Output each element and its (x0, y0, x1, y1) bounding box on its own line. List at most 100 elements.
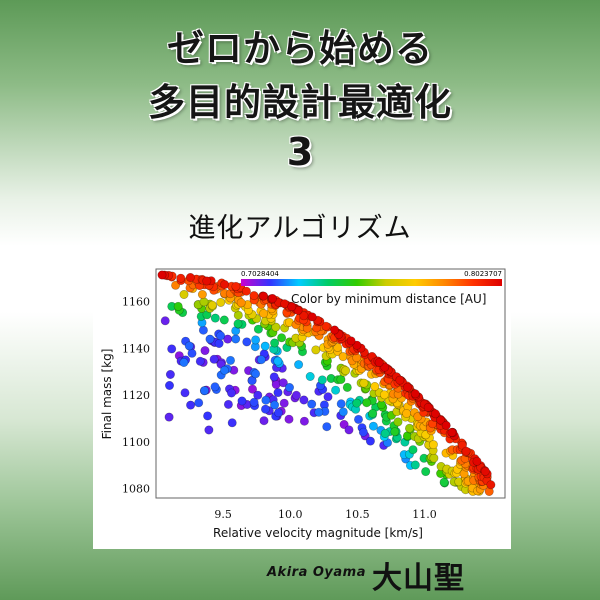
x-axis-label: Relative velocity magnitude [km/s] (213, 526, 423, 540)
data-point (346, 336, 356, 346)
data-point (365, 436, 375, 446)
data-point (273, 356, 283, 366)
data-point (205, 334, 215, 344)
data-point (233, 319, 243, 329)
data-point (395, 375, 405, 385)
data-point (210, 382, 220, 392)
author-name-latin: Akira Oyama (267, 565, 366, 580)
data-point (380, 362, 390, 372)
data-point (195, 356, 205, 366)
data-point (227, 388, 237, 398)
data-point (339, 420, 349, 430)
data-point (249, 397, 259, 407)
data-point (180, 388, 190, 398)
data-point (408, 445, 418, 455)
data-point (352, 340, 362, 350)
data-point (197, 289, 207, 299)
data-point (204, 425, 214, 435)
data-point (233, 310, 243, 320)
y-tick-label: 1140 (122, 342, 150, 355)
data-point (393, 417, 403, 427)
data-point (322, 422, 332, 432)
data-point (461, 446, 471, 456)
data-point (379, 390, 389, 400)
x-tick-label: 10.0 (278, 508, 303, 521)
data-point (259, 416, 269, 426)
volume-number: 3 (286, 130, 314, 174)
data-point (311, 345, 321, 355)
data-point (269, 372, 279, 382)
data-point (305, 372, 315, 382)
data-point (353, 414, 363, 424)
data-point (198, 325, 208, 335)
data-point (330, 325, 340, 335)
data-point (214, 339, 224, 349)
data-point (216, 297, 226, 307)
data-point (359, 378, 369, 388)
data-point (199, 297, 209, 307)
data-point (236, 298, 246, 308)
data-point (253, 390, 263, 400)
data-point (486, 480, 496, 490)
data-point (410, 460, 420, 470)
data-point (179, 289, 189, 299)
data-point (273, 388, 283, 398)
scatter-chart: 0.7028404 0.8023707 Color by minimum dis… (93, 264, 511, 549)
data-point (342, 382, 352, 392)
data-point (270, 338, 280, 348)
data-point (259, 308, 269, 318)
data-point (231, 334, 241, 344)
data-points (157, 270, 496, 497)
data-point (207, 300, 217, 310)
data-point (307, 399, 317, 409)
data-point (370, 382, 380, 392)
data-point (220, 365, 230, 375)
data-point (186, 400, 196, 410)
data-point (242, 337, 252, 347)
colorbar-min-label: 0.7028404 (241, 270, 279, 278)
data-point (472, 456, 482, 466)
data-point (185, 273, 195, 282)
data-point (428, 440, 438, 450)
data-point (374, 358, 384, 368)
data-point (435, 415, 445, 425)
data-point (160, 316, 170, 326)
data-point (402, 382, 412, 392)
data-point (439, 477, 449, 487)
data-point (410, 389, 420, 399)
data-point (167, 344, 177, 354)
data-point (251, 369, 261, 379)
data-point (268, 293, 278, 303)
data-point (200, 386, 210, 396)
data-point (231, 281, 241, 291)
data-point (421, 467, 431, 477)
data-point (200, 346, 210, 356)
scatter-plot-svg: 0.7028404 0.8023707 Color by minimum dis… (100, 268, 506, 540)
y-tick-label: 1160 (122, 296, 150, 309)
data-point (226, 355, 236, 365)
data-point (429, 453, 439, 463)
data-point (209, 354, 219, 364)
data-point (249, 291, 259, 301)
data-point (176, 273, 186, 283)
data-point (317, 375, 327, 385)
data-point (480, 466, 490, 476)
colorbar-max-label: 0.8023707 (464, 270, 502, 278)
data-point (260, 341, 270, 351)
data-point (423, 402, 433, 412)
x-tick-label: 9.5 (214, 508, 232, 521)
colorbar (241, 279, 502, 286)
data-point (402, 409, 412, 419)
data-point (294, 360, 304, 370)
data-point (293, 305, 303, 315)
data-point (404, 423, 414, 433)
data-point (291, 390, 301, 400)
data-point (352, 398, 362, 408)
data-point (344, 425, 354, 435)
data-point (259, 291, 269, 301)
data-point (164, 412, 174, 422)
data-point (333, 342, 343, 352)
data-point (338, 407, 348, 417)
x-tick-label: 10.5 (345, 508, 370, 521)
